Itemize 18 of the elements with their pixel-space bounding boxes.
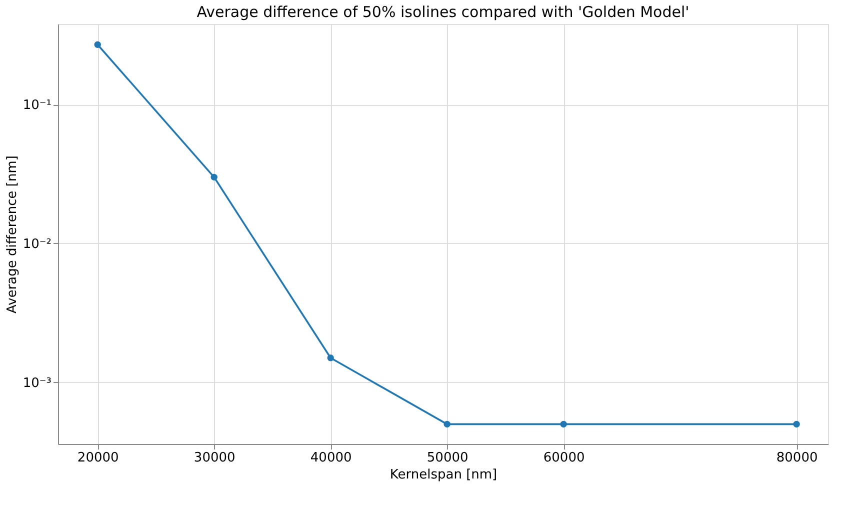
x-tick-label: 40000 — [310, 450, 352, 466]
y-axis-title: Average difference [nm] — [4, 156, 20, 314]
x-tick-label: 30000 — [194, 450, 236, 466]
y-tick-label: 10⁻³ — [22, 376, 52, 391]
y-tick-label: 10⁻¹ — [22, 98, 52, 114]
point — [210, 174, 218, 181]
x-tick-label: 80000 — [776, 450, 818, 466]
point — [94, 41, 101, 48]
point — [793, 420, 800, 428]
point — [560, 420, 567, 428]
x-tick-label: 60000 — [543, 450, 585, 466]
point — [444, 420, 450, 428]
point — [327, 354, 334, 362]
chart-title: Average difference of 50% isolines compared with 'Golden Model' — [196, 3, 690, 21]
x-axis-title: Kernelspan [nm] — [390, 468, 498, 482]
x-tick-label: 50000 — [426, 450, 468, 466]
x-tick-label: 20000 — [77, 450, 119, 466]
y-tick-label: 10⁻² — [22, 236, 52, 252]
